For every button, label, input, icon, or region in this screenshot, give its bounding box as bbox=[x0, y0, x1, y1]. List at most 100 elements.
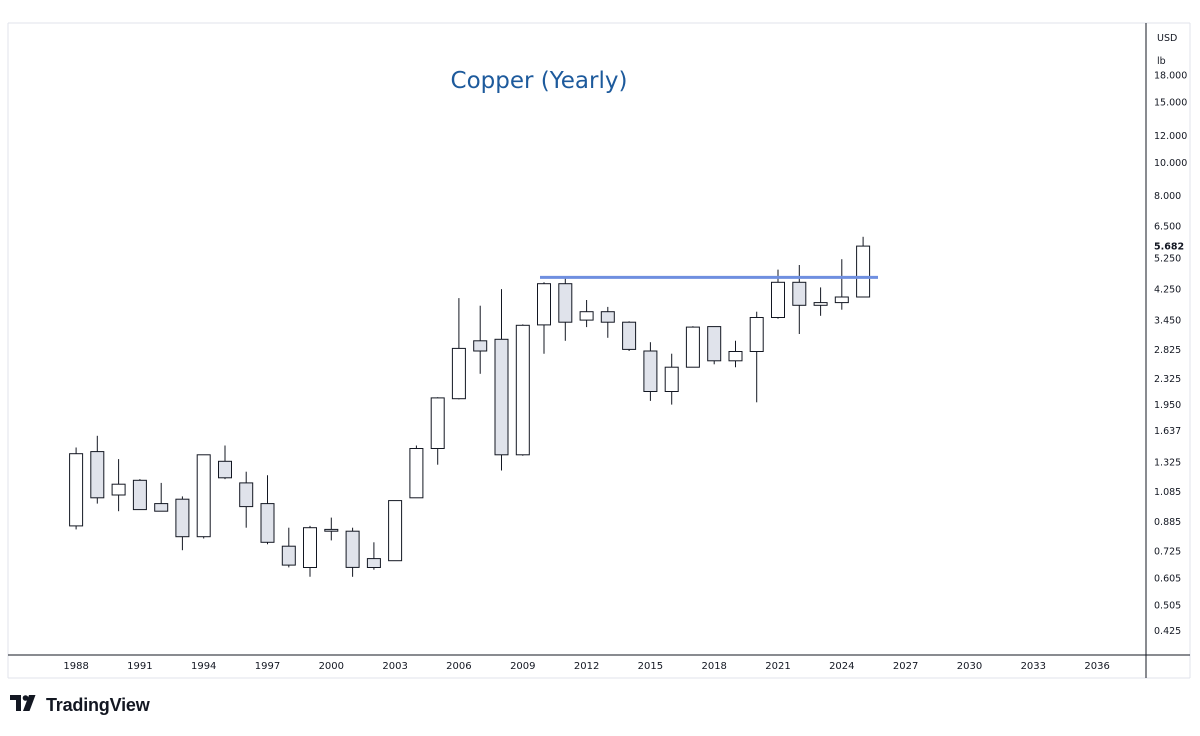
price-tick-label: 1.637 bbox=[1154, 426, 1181, 437]
price-tick-label: 0.605 bbox=[1154, 574, 1181, 585]
candle-2002[interactable] bbox=[366, 542, 381, 570]
time-tick-label: 2030 bbox=[957, 661, 982, 672]
candle-body bbox=[622, 321, 637, 350]
price-tick-label: 10.000 bbox=[1154, 158, 1187, 169]
candle-body bbox=[856, 245, 871, 298]
currency-label[interactable]: USD bbox=[1157, 33, 1177, 44]
candle-body bbox=[260, 503, 275, 543]
candle-body bbox=[239, 482, 254, 508]
candle-2006[interactable] bbox=[451, 298, 466, 400]
candle-2003[interactable] bbox=[388, 500, 403, 562]
candle-2025[interactable] bbox=[856, 236, 871, 298]
candle-1997[interactable] bbox=[260, 475, 275, 545]
candle-body bbox=[69, 453, 84, 527]
price-tick-label: 15.000 bbox=[1154, 98, 1187, 109]
candle-2005[interactable] bbox=[430, 397, 445, 465]
candle-1999[interactable] bbox=[303, 525, 317, 577]
time-tick-label: 1991 bbox=[127, 661, 152, 672]
candle-body bbox=[558, 283, 573, 323]
candle-2017[interactable] bbox=[685, 326, 700, 368]
candle-2015[interactable] bbox=[643, 342, 658, 401]
price-tick-label: 1.325 bbox=[1154, 457, 1181, 468]
time-tick-label: 2018 bbox=[701, 661, 726, 672]
price-tick-label: 0.725 bbox=[1154, 547, 1181, 558]
candle-body bbox=[834, 296, 849, 304]
candle-1998[interactable] bbox=[281, 527, 296, 568]
candle-2020[interactable] bbox=[749, 311, 764, 403]
price-tick-label: 1.950 bbox=[1154, 400, 1181, 411]
price-tick-label: 0.885 bbox=[1154, 517, 1181, 528]
candle-2008[interactable] bbox=[494, 289, 509, 471]
candle-body bbox=[494, 338, 509, 456]
candle-1993[interactable] bbox=[175, 496, 190, 551]
candle-body bbox=[728, 351, 743, 362]
candle-body bbox=[324, 528, 339, 532]
price-tick-label: 0.425 bbox=[1154, 626, 1181, 637]
candle-1988[interactable] bbox=[69, 447, 84, 530]
candle-2023[interactable] bbox=[813, 287, 828, 316]
price-tick-label: 6.500 bbox=[1154, 222, 1181, 233]
candle-2014[interactable] bbox=[622, 321, 637, 351]
candle-body bbox=[409, 448, 424, 499]
candle-2000[interactable] bbox=[324, 517, 339, 541]
candle-2010[interactable] bbox=[537, 282, 551, 354]
price-tick-label: 0.505 bbox=[1154, 600, 1181, 611]
candle-body bbox=[175, 498, 190, 538]
candle-2024[interactable] bbox=[834, 259, 849, 310]
price-tick-label: 18.000 bbox=[1154, 71, 1187, 82]
candle-1994[interactable] bbox=[196, 454, 211, 539]
time-tick-label: 2003 bbox=[382, 661, 407, 672]
candle-body bbox=[132, 479, 147, 511]
candle-body bbox=[388, 500, 403, 562]
price-axis[interactable]: 0.425 0.505 0.605 0.725 0.885 1.085 1.325 1.637… bbox=[1154, 71, 1187, 637]
candle-1991[interactable] bbox=[132, 479, 147, 511]
candle-2007[interactable] bbox=[473, 305, 488, 374]
candle-2012[interactable] bbox=[579, 300, 594, 328]
candle-body bbox=[643, 350, 658, 392]
candle-2019[interactable] bbox=[728, 340, 743, 368]
last-price-label: 5.682 bbox=[1154, 242, 1184, 253]
candle-2022[interactable] bbox=[792, 265, 807, 334]
tradingview-brand[interactable]: TradingView bbox=[10, 693, 150, 717]
candle-1995[interactable] bbox=[218, 445, 232, 480]
candle-body bbox=[90, 451, 105, 499]
candle-2016[interactable] bbox=[664, 353, 679, 405]
price-tick-label: 2.825 bbox=[1154, 345, 1181, 356]
candles-layer bbox=[69, 236, 871, 577]
unit-label[interactable]: lb bbox=[1157, 56, 1166, 67]
candle-2018[interactable] bbox=[707, 326, 722, 365]
candle-2009[interactable] bbox=[515, 324, 530, 456]
time-tick-label: 2024 bbox=[829, 661, 854, 672]
candle-body bbox=[792, 281, 807, 306]
candle-2011[interactable] bbox=[558, 277, 573, 341]
candle-body bbox=[111, 483, 126, 496]
time-tick-label: 2021 bbox=[765, 661, 790, 672]
time-tick-label: 1994 bbox=[191, 661, 216, 672]
chart-title: Copper (Yearly) bbox=[451, 68, 628, 94]
price-tick-label: 3.450 bbox=[1154, 316, 1181, 327]
time-tick-label: 1997 bbox=[255, 661, 280, 672]
time-tick-label: 2009 bbox=[510, 661, 535, 672]
candle-body bbox=[218, 460, 232, 479]
time-tick-label: 2000 bbox=[319, 661, 344, 672]
candle-1992[interactable] bbox=[154, 482, 169, 512]
price-tick-label: 8.000 bbox=[1154, 191, 1181, 202]
price-tick-label: 4.250 bbox=[1154, 285, 1181, 296]
candle-2013[interactable] bbox=[600, 306, 615, 338]
candle-1996[interactable] bbox=[239, 471, 254, 528]
candle-2001[interactable] bbox=[345, 527, 360, 577]
candle-body bbox=[430, 397, 445, 449]
candle-body bbox=[473, 340, 488, 352]
candle-body bbox=[345, 530, 360, 568]
candle-1990[interactable] bbox=[111, 459, 126, 512]
time-axis[interactable]: 1988 1991 1994 1997 2000 2003 2006 2009 2012 2015… bbox=[63, 661, 1109, 672]
candle-2004[interactable] bbox=[409, 445, 424, 499]
time-tick-label: 2015 bbox=[638, 661, 663, 672]
price-tick-label: 12.000 bbox=[1154, 131, 1187, 142]
candle-body bbox=[579, 311, 594, 321]
candle-body bbox=[771, 281, 785, 318]
candle-1989[interactable] bbox=[90, 435, 105, 504]
price-tick-label: 5.250 bbox=[1154, 253, 1181, 264]
